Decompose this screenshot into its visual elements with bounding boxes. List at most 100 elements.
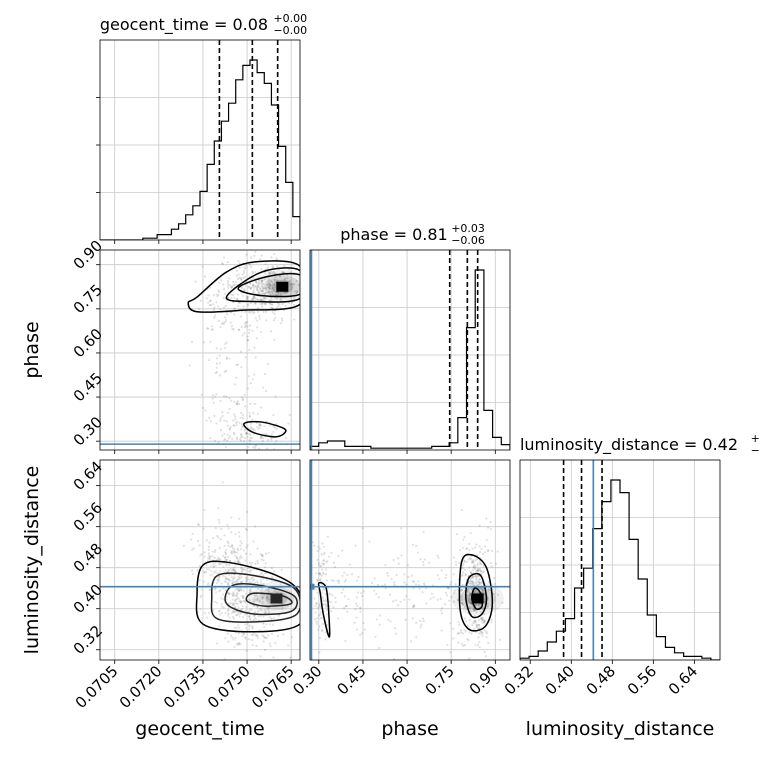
scatter-point <box>480 572 483 576</box>
scatter-point <box>233 611 236 614</box>
scatter-point <box>260 580 263 583</box>
scatter-point <box>240 279 243 282</box>
scatter-point <box>226 282 230 285</box>
scatter-point <box>253 346 256 349</box>
scatter-point <box>225 356 228 359</box>
scatter-point <box>412 605 415 608</box>
scatter-point <box>226 433 229 436</box>
scatter-point <box>260 279 263 283</box>
scatter-point <box>206 327 210 330</box>
scatter-point <box>203 555 206 558</box>
scatter-point <box>486 605 489 608</box>
scatter-point <box>269 284 272 287</box>
scatter-point <box>205 616 209 619</box>
scatter-point <box>463 568 467 571</box>
scatter-point <box>208 304 212 307</box>
scatter-point <box>277 293 280 297</box>
scatter-point <box>471 608 475 611</box>
scatter-point <box>224 559 227 562</box>
scatter-point <box>233 645 236 648</box>
scatter-point <box>217 293 220 297</box>
scatter-point <box>476 627 480 630</box>
scatter-point <box>217 562 221 565</box>
scatter-point <box>316 550 319 553</box>
scatter-point <box>260 582 263 585</box>
scatter-point <box>479 587 482 590</box>
scatter-point <box>275 428 278 431</box>
scatter-point <box>260 268 263 271</box>
scatter-point <box>239 315 242 318</box>
scatter-point <box>485 632 489 635</box>
scatter-point <box>343 595 346 598</box>
scatter-point <box>469 602 472 605</box>
scatter-point <box>215 366 218 369</box>
scatter-point <box>273 252 276 256</box>
scatter-point <box>233 550 236 554</box>
scatter-point <box>343 580 346 583</box>
scatter-point <box>281 271 285 274</box>
scatter-point <box>242 417 245 420</box>
scatter-point <box>259 573 262 576</box>
scatter-point <box>241 425 244 428</box>
scatter-point <box>273 278 276 281</box>
scatter-point <box>246 577 249 580</box>
scatter-point <box>247 638 250 641</box>
scatter-point <box>256 297 259 301</box>
scatter-point <box>229 451 231 453</box>
scatter-point <box>447 587 451 590</box>
scatter-point <box>247 298 250 301</box>
scatter-point <box>474 577 478 580</box>
contour-line <box>243 420 287 438</box>
scatter-point <box>235 274 238 277</box>
scatter-point <box>280 568 283 571</box>
scatter-point <box>229 567 232 570</box>
scatter-point <box>197 539 200 543</box>
scatter-point <box>321 588 325 591</box>
scatter-point <box>231 285 234 288</box>
scatter-point <box>258 599 262 603</box>
scatter-point <box>259 589 263 592</box>
scatter-point <box>215 362 219 365</box>
scatter-point <box>213 571 216 574</box>
scatter-point <box>254 302 257 305</box>
scatter-point <box>239 577 242 580</box>
x-axis-label: phase <box>381 718 438 740</box>
scatter-point <box>210 564 213 568</box>
scatter-point <box>263 292 266 295</box>
scatter-point <box>467 599 470 602</box>
scatter-point <box>470 632 473 635</box>
scatter-point <box>257 447 261 450</box>
scatter-point <box>456 632 459 635</box>
scatter-point <box>245 592 248 596</box>
scatter-point <box>256 598 259 601</box>
scatter-point <box>281 302 284 306</box>
scatter-point <box>347 598 350 601</box>
scatter-point <box>271 306 274 310</box>
scatter-point <box>436 574 440 577</box>
scatter-point <box>261 305 264 308</box>
scatter-point <box>239 540 242 543</box>
scatter-point <box>228 427 232 430</box>
scatter-point <box>237 642 240 645</box>
scatter-point <box>224 580 227 583</box>
scatter-point <box>270 438 273 441</box>
scatter-point <box>256 326 259 329</box>
scatter-point <box>317 563 320 566</box>
scatter-point <box>480 587 483 590</box>
scatter-point <box>330 601 333 604</box>
y-tick-label: 0.32 <box>70 622 106 658</box>
scatter-point <box>196 523 200 526</box>
scatter-point <box>361 595 364 598</box>
scatter-point <box>470 560 473 563</box>
scatter-point <box>231 568 234 571</box>
scatter-point <box>350 573 353 576</box>
x-tick-label: 0.30 <box>289 662 325 698</box>
scatter-point <box>319 565 322 568</box>
scatter-point <box>242 597 245 600</box>
scatter-point <box>424 587 428 590</box>
scatter-point <box>244 527 247 531</box>
scatter-point <box>272 289 275 292</box>
scatter-point <box>274 293 277 296</box>
scatter-point <box>263 292 266 295</box>
scatter-point <box>227 284 230 287</box>
